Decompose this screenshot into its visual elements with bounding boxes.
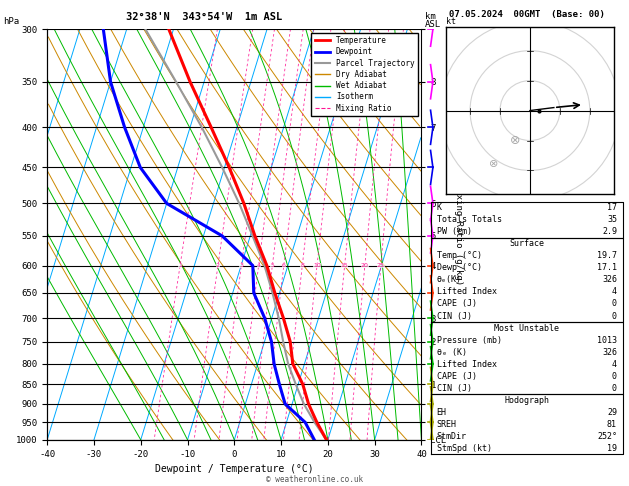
Text: 5: 5 (270, 263, 274, 268)
Text: 35: 35 (607, 215, 617, 224)
X-axis label: Dewpoint / Temperature (°C): Dewpoint / Temperature (°C) (155, 464, 314, 474)
Text: hPa: hPa (3, 17, 19, 26)
Text: StmSpd (kt): StmSpd (kt) (437, 444, 492, 453)
Text: 3: 3 (240, 263, 243, 268)
Text: 0: 0 (612, 372, 617, 381)
Text: StmDir: StmDir (437, 432, 467, 441)
Text: ⊗: ⊗ (509, 134, 520, 147)
Text: ⊗: ⊗ (489, 159, 499, 170)
Text: km: km (425, 12, 435, 21)
Text: 8: 8 (300, 263, 304, 268)
Text: 1013: 1013 (597, 336, 617, 345)
Text: 81: 81 (607, 420, 617, 429)
Text: CIN (J): CIN (J) (437, 384, 472, 393)
Text: Temp (°C): Temp (°C) (437, 251, 482, 260)
Text: 6: 6 (282, 263, 286, 268)
Text: θₑ (K): θₑ (K) (437, 347, 467, 357)
Text: 19.7: 19.7 (597, 251, 617, 260)
Legend: Temperature, Dewpoint, Parcel Trajectory, Dry Adiabat, Wet Adiabat, Isotherm, Mi: Temperature, Dewpoint, Parcel Trajectory… (311, 33, 418, 116)
Text: 4: 4 (612, 287, 617, 296)
Text: Pressure (mb): Pressure (mb) (437, 336, 501, 345)
Text: Totals Totals: Totals Totals (437, 215, 501, 224)
Text: CAPE (J): CAPE (J) (437, 372, 477, 381)
Text: © weatheronline.co.uk: © weatheronline.co.uk (266, 474, 363, 484)
Text: 0: 0 (612, 299, 617, 309)
Text: 32°38'N  343°54'W  1m ASL: 32°38'N 343°54'W 1m ASL (126, 12, 282, 22)
Text: 252°: 252° (597, 432, 617, 441)
Text: 0: 0 (612, 384, 617, 393)
Text: 1: 1 (178, 263, 182, 268)
Text: EH: EH (437, 408, 447, 417)
Text: CAPE (J): CAPE (J) (437, 299, 477, 309)
Text: 4: 4 (257, 263, 260, 268)
Text: 2.9: 2.9 (602, 227, 617, 236)
Text: 17.1: 17.1 (597, 263, 617, 272)
Text: CIN (J): CIN (J) (437, 312, 472, 320)
Text: 29: 29 (607, 408, 617, 417)
Text: kt: kt (446, 17, 456, 26)
Text: 07.05.2024  00GMT  (Base: 00): 07.05.2024 00GMT (Base: 00) (449, 10, 604, 19)
Text: 0: 0 (612, 312, 617, 320)
Text: Most Unstable: Most Unstable (494, 324, 559, 332)
Text: 17: 17 (607, 203, 617, 212)
Text: Dewp (°C): Dewp (°C) (437, 263, 482, 272)
Text: K: K (437, 203, 442, 212)
Text: Hodograph: Hodograph (504, 396, 549, 405)
Text: Surface: Surface (509, 239, 544, 248)
Text: 326: 326 (602, 347, 617, 357)
Text: θₑ(K): θₑ(K) (437, 276, 462, 284)
Text: 25: 25 (377, 263, 385, 268)
Text: 326: 326 (602, 276, 617, 284)
Text: 2: 2 (216, 263, 220, 268)
Text: 20: 20 (361, 263, 369, 268)
Text: Lifted Index: Lifted Index (437, 360, 497, 369)
Text: Lifted Index: Lifted Index (437, 287, 497, 296)
Text: 19: 19 (607, 444, 617, 453)
Y-axis label: Mixing Ratio (g/kg): Mixing Ratio (g/kg) (454, 183, 463, 286)
Text: 15: 15 (341, 263, 348, 268)
Text: 10: 10 (313, 263, 321, 268)
Text: 4: 4 (612, 360, 617, 369)
Text: ASL: ASL (425, 20, 441, 30)
Text: SREH: SREH (437, 420, 457, 429)
Text: PW (cm): PW (cm) (437, 227, 472, 236)
